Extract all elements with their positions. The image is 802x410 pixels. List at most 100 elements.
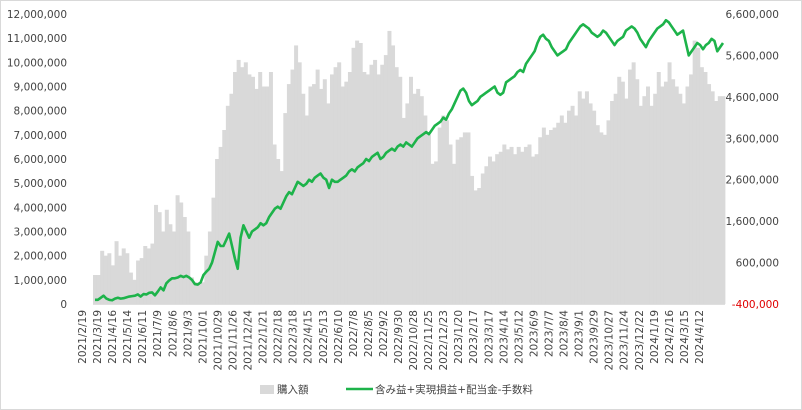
right-tick-label: 3,600,000 [726, 133, 779, 145]
left-tick-label: 8,000,000 [14, 106, 67, 118]
bar [96, 275, 101, 304]
x-tick-label: 2022/9/30 [393, 310, 405, 364]
bar [225, 105, 230, 304]
bar [333, 67, 338, 304]
bar-series [93, 30, 726, 305]
bar [251, 76, 255, 304]
bar [118, 255, 123, 304]
x-tick-label: 2023/12/22 [634, 310, 646, 371]
bar [276, 159, 281, 304]
bar [412, 93, 417, 304]
bar [538, 137, 543, 304]
bar [290, 69, 295, 304]
x-tick-label: 2023/10/27 [604, 310, 616, 371]
bar [513, 154, 518, 304]
bar [710, 91, 715, 304]
bar [495, 154, 500, 304]
bar [689, 74, 694, 304]
bar [128, 272, 133, 304]
bar [161, 231, 166, 304]
bar [610, 101, 615, 304]
bar [563, 122, 568, 304]
bar [523, 146, 528, 304]
x-tick-label: 2022/10/28 [408, 310, 420, 371]
bar [200, 282, 205, 304]
x-tick-label: 2023/3/17 [483, 310, 495, 364]
bar [93, 275, 97, 304]
bar [401, 117, 406, 304]
bar [549, 130, 554, 304]
line-series-path [95, 18, 725, 302]
bar [258, 72, 263, 304]
legend-swatch-bar [260, 385, 274, 394]
bar [236, 59, 241, 304]
bar [233, 72, 238, 304]
bar [703, 72, 708, 304]
bar [150, 243, 155, 304]
bar [602, 134, 607, 304]
bar [552, 127, 557, 304]
x-tick-label: 2021/11/26 [227, 310, 239, 371]
bar [197, 284, 202, 304]
bar [394, 67, 399, 304]
bar [172, 231, 176, 304]
bar [477, 188, 482, 304]
bar [426, 134, 431, 304]
bar [240, 67, 245, 304]
bar [319, 88, 324, 304]
x-tick-label: 2022/6/10 [333, 310, 345, 364]
x-tick-label: 2023/4/14 [498, 310, 510, 364]
bar [416, 88, 421, 304]
right-tick-label: 6,600,000 [726, 9, 779, 21]
bar [347, 72, 352, 304]
x-tick-label: 2022/7/8 [348, 310, 360, 357]
x-tick-label: 2021/9/3 [182, 310, 194, 357]
bar [337, 62, 342, 304]
bar [480, 173, 485, 304]
bar [707, 84, 712, 304]
bar [229, 93, 234, 304]
bar [376, 74, 381, 304]
bar [574, 115, 579, 304]
bar [577, 91, 582, 304]
bar [592, 110, 597, 304]
bar [434, 161, 439, 304]
left-tick-label: 7,000,000 [14, 130, 67, 142]
bar [620, 81, 625, 304]
bar [667, 62, 672, 304]
bar [380, 64, 385, 304]
bar [660, 86, 665, 304]
bar [304, 115, 309, 304]
bar [272, 144, 277, 304]
x-tick-label: 2021/10/29 [212, 310, 224, 371]
x-tick-label: 2021/6/11 [137, 310, 149, 364]
bar [430, 163, 435, 304]
bar [204, 255, 209, 304]
x-tick-label: 2021/4/16 [107, 310, 119, 364]
bar [279, 171, 284, 304]
bar [484, 166, 489, 304]
x-tick-label: 2022/11/25 [423, 310, 435, 371]
bar [606, 120, 611, 304]
bar [365, 74, 370, 304]
right-tick-label: 5,600,000 [726, 50, 779, 62]
bar [509, 146, 514, 304]
bar [473, 190, 478, 304]
x-tick-label: 2023/6/9 [528, 310, 540, 357]
bar [498, 151, 503, 304]
x-tick-label: 2022/2/18 [273, 310, 285, 364]
bar [617, 76, 622, 304]
x-tick-label: 2022/8/5 [363, 310, 375, 357]
x-tick-label: 2022/5/13 [318, 310, 330, 364]
bar [189, 277, 194, 304]
bar [441, 115, 446, 304]
bar [175, 195, 180, 304]
bar [268, 72, 273, 304]
right-tick-label: 600,000 [736, 258, 779, 270]
bar [100, 250, 105, 304]
bar [132, 279, 137, 304]
x-tick-label: 2021/8/6 [167, 310, 179, 357]
bar [588, 103, 593, 304]
bar [261, 86, 266, 304]
